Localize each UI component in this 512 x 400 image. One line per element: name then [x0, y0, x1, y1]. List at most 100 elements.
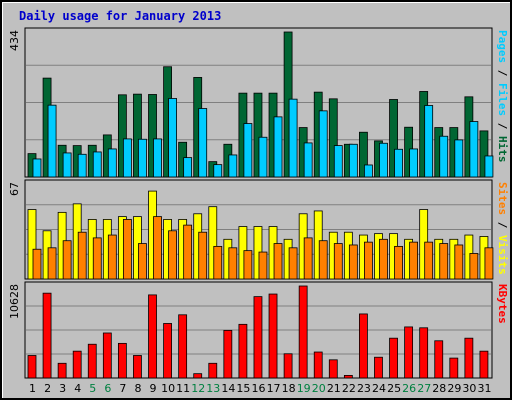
x-tick-label: 30 — [462, 382, 476, 395]
bar-sites-day-14 — [228, 247, 238, 280]
bar-sites-day-6 — [107, 234, 117, 280]
bar-sites-day-30 — [469, 253, 479, 280]
bar-kbytes-day-24 — [374, 356, 383, 379]
x-tick-label: 22 — [342, 382, 356, 395]
bar-files-day-24 — [379, 142, 388, 178]
bar-visits-day-13 — [208, 206, 218, 280]
x-tick-label: 2 — [44, 382, 51, 395]
bar-sites-day-22 — [348, 244, 358, 280]
x-tick-label: 3 — [59, 382, 66, 395]
bar-kbytes-day-23 — [359, 313, 368, 379]
bar-files-day-12 — [198, 108, 208, 178]
bar-kbytes-day-26 — [404, 326, 414, 379]
x-tick-label: 24 — [372, 382, 386, 395]
bar-sites-day-24 — [379, 238, 388, 280]
bar-kbytes-day-15 — [238, 323, 248, 379]
bar-sites-day-13 — [213, 245, 223, 280]
bar-files-day-11 — [183, 157, 193, 178]
bar-kbytes-day-29 — [449, 357, 459, 379]
x-tick-label: 7 — [119, 382, 126, 395]
legend-entry: KBytes — [496, 284, 509, 324]
bar-hits-day-16 — [253, 92, 263, 178]
bar-hits-day-8 — [133, 93, 142, 178]
x-tick-label: 25 — [387, 382, 401, 395]
legend-entry: Pages — [496, 30, 509, 63]
x-tick-label: 15 — [236, 382, 250, 395]
legend-entry: Files — [496, 83, 509, 116]
x-tick-label: 4 — [74, 382, 81, 395]
x-tick-label: 6 — [104, 382, 111, 395]
x-tick-label: 27 — [417, 382, 431, 395]
bar-files-day-8 — [138, 138, 147, 178]
x-tick-label: 18 — [282, 382, 296, 395]
bar-hits-day-9 — [148, 94, 157, 178]
x-tick-label: 20 — [312, 382, 326, 395]
bar-kbytes-day-16 — [253, 296, 263, 379]
bar-sites-day-29 — [454, 244, 464, 280]
x-tick-label: 31 — [477, 382, 491, 395]
bar-files-day-17 — [273, 116, 283, 178]
bar-kbytes-day-4 — [72, 350, 82, 379]
bar-kbytes-day-14 — [223, 329, 233, 379]
bar-sites-day-25 — [394, 245, 403, 280]
bar-files-day-18 — [288, 98, 298, 178]
bar-kbytes-day-2 — [42, 292, 52, 379]
x-tick-label: 8 — [134, 382, 141, 395]
bar-files-day-27 — [424, 105, 434, 178]
bar-files-day-21 — [333, 145, 343, 178]
bar-kbytes-day-21 — [328, 359, 338, 379]
bar-kbytes-day-11 — [178, 314, 188, 379]
bar-files-day-2 — [47, 104, 57, 178]
bar-kbytes-day-7 — [117, 342, 127, 379]
bar-sites-day-21 — [333, 243, 343, 280]
x-tick-label: 14 — [221, 382, 235, 395]
bar-files-day-10 — [168, 98, 177, 178]
bar-sites-day-31 — [484, 247, 494, 280]
x-tick-label: 26 — [402, 382, 416, 395]
bar-files-day-30 — [469, 121, 479, 178]
bar-hits-day-23 — [359, 131, 368, 178]
x-tick-label: 23 — [357, 382, 371, 395]
y-max-label: 434 — [8, 30, 21, 51]
legend-visits-sites: Sites / Visits — [496, 182, 509, 275]
bar-files-day-26 — [409, 148, 419, 178]
x-tick-label: 29 — [447, 382, 461, 395]
bar-kbytes-day-8 — [133, 355, 142, 379]
bar-sites-day-16 — [258, 251, 268, 280]
bar-kbytes-day-5 — [87, 343, 97, 379]
bar-sites-day-9 — [153, 216, 162, 280]
bar-files-day-13 — [213, 164, 223, 178]
bar-sites-day-1 — [32, 248, 42, 280]
bar-files-day-15 — [243, 123, 253, 178]
x-tick-label: 9 — [150, 382, 157, 395]
x-tick-label: 5 — [89, 382, 96, 395]
bar-files-day-7 — [122, 138, 132, 178]
bar-sites-day-7 — [122, 219, 132, 280]
bar-sites-day-12 — [198, 231, 208, 280]
bar-files-day-19 — [303, 142, 313, 178]
bar-files-day-23 — [364, 164, 373, 178]
bar-kbytes-day-1 — [27, 355, 37, 379]
bar-files-day-1 — [32, 158, 42, 178]
bar-kbytes-day-18 — [283, 353, 293, 379]
legend-hits-files-pages: Pages / Files / Hits — [496, 30, 509, 163]
bar-sites-day-10 — [168, 230, 177, 280]
bar-hits-day-31 — [479, 130, 489, 178]
legend-entry: Sites — [496, 182, 509, 215]
bar-visits-day-1 — [27, 209, 37, 280]
bar-sites-day-23 — [364, 241, 373, 280]
chart-title: Daily usage for January 2013 — [19, 9, 221, 23]
bar-files-day-16 — [258, 136, 268, 178]
bar-kbytes-day-20 — [313, 351, 323, 379]
x-tick-label: 10 — [161, 382, 175, 395]
bar-kbytes-day-6 — [102, 332, 112, 379]
bar-files-day-5 — [92, 151, 102, 178]
bar-sites-day-2 — [47, 247, 57, 280]
bar-sites-day-11 — [183, 224, 193, 280]
x-tick-label: 28 — [432, 382, 446, 395]
x-tick-label: 1 — [29, 382, 36, 395]
bar-sites-day-17 — [273, 243, 283, 280]
bar-kbytes-day-10 — [163, 323, 172, 379]
y-max-label: 67 — [8, 182, 21, 196]
